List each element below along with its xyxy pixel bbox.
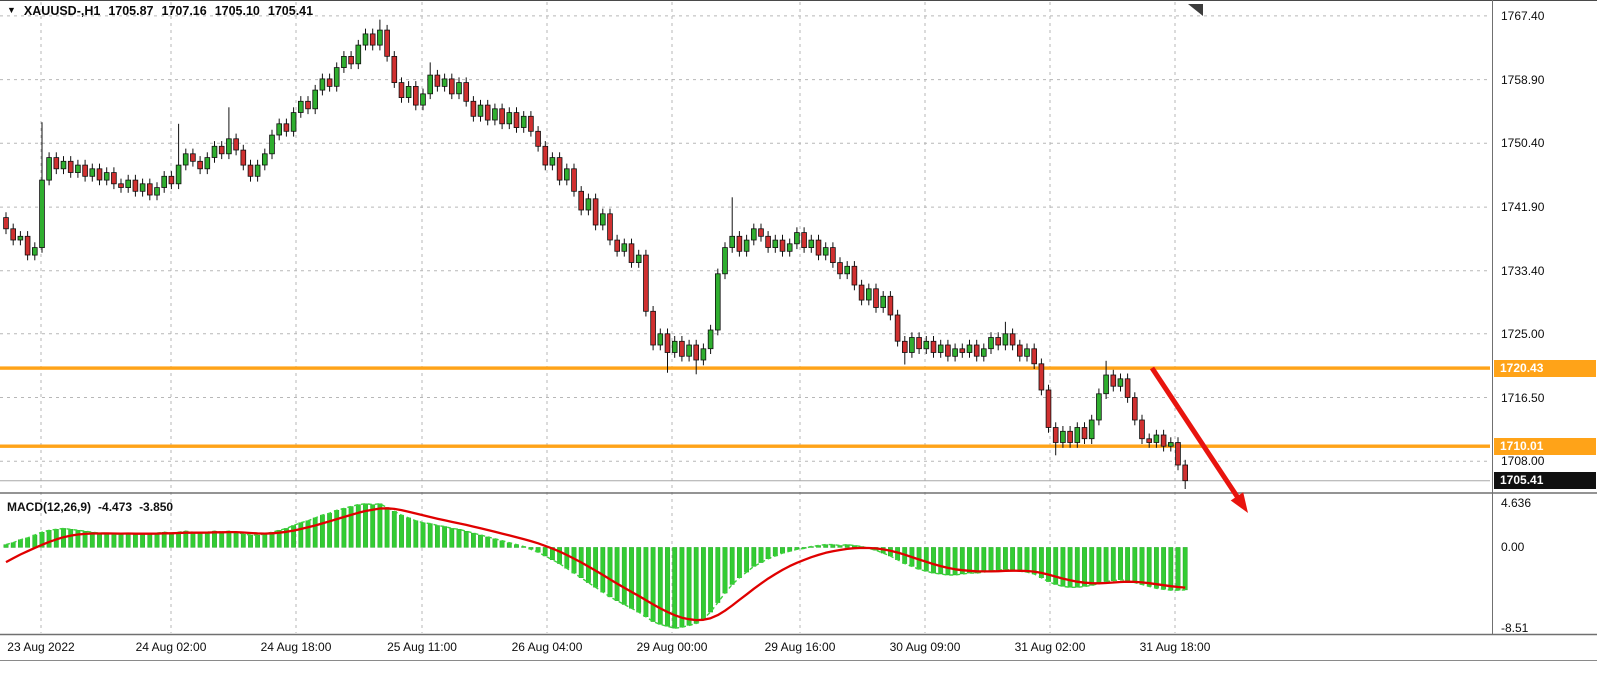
macd-line-dashed xyxy=(5,502,1186,629)
current-price-tag: 1705.41 xyxy=(1494,472,1596,490)
symbol-dropdown-icon[interactable]: ▼ xyxy=(7,5,16,15)
horizontal-level-line-1720.43[interactable] xyxy=(0,366,1490,370)
macd-info-bar: MACD(12,26,9) -4.473 -3.850 xyxy=(7,500,173,514)
macd-tick-label: -8.51 xyxy=(1501,621,1529,636)
macd-main-value: -4.473 xyxy=(98,500,133,514)
time-tick-label: 29 Aug 16:00 xyxy=(764,640,836,654)
macd-signal-value: -3.850 xyxy=(139,500,174,514)
time-tick-label: 24 Aug 18:00 xyxy=(260,640,332,654)
time-axis[interactable]: 23 Aug 2022 24 Aug 02:00 24 Aug 18:00 25 Au… xyxy=(0,636,1597,660)
quote-high: 1707.16 xyxy=(161,4,207,18)
time-tick-label: 31 Aug 18:00 xyxy=(1139,640,1211,654)
time-tick-label: 26 Aug 04:00 xyxy=(511,640,583,654)
price-tick-label: 1767.40 xyxy=(1501,8,1545,23)
price-axis[interactable]: 1767.40 1758.90 1750.40 1741.90 1733.40 1725.… xyxy=(1493,0,1597,660)
macd-tick-label: 0.00 xyxy=(1501,540,1525,555)
price-tick-label: 1708.00 xyxy=(1501,454,1545,469)
level-price-tag: 1720.43 xyxy=(1494,359,1596,377)
candlestick-series[interactable] xyxy=(3,19,1189,489)
price-tick-label: 1716.50 xyxy=(1501,390,1545,405)
quote-close: 1705.41 xyxy=(267,4,314,18)
macd-signal-line xyxy=(5,507,1186,622)
grid-layer xyxy=(0,2,1490,633)
trend-arrow[interactable] xyxy=(1149,366,1248,513)
symbol-title: XAUUSD-,H1 xyxy=(23,4,101,18)
pane-separators xyxy=(0,0,1597,661)
quote-open: 1705.87 xyxy=(108,4,154,18)
macd-tick-label: 4.636 xyxy=(1501,496,1532,511)
macd-histogram xyxy=(3,503,1188,629)
symbol-info-bar: ▼ XAUUSD-,H1 1705.87 1707.16 1705.10 170… xyxy=(7,4,313,18)
chart-shift-marker[interactable] xyxy=(1188,4,1203,16)
price-tick-label: 1741.90 xyxy=(1501,200,1545,215)
time-tick-label: 30 Aug 09:00 xyxy=(889,640,961,654)
quote-low: 1705.10 xyxy=(214,4,260,18)
time-tick-label: 29 Aug 00:00 xyxy=(636,640,708,654)
price-tick-label: 1758.90 xyxy=(1501,72,1545,87)
horizontal-level-line-1710.01[interactable] xyxy=(0,444,1490,448)
time-tick-label: 25 Aug 11:00 xyxy=(387,640,457,654)
price-tick-label: 1725.00 xyxy=(1501,326,1545,341)
level-price-tag: 1710.01 xyxy=(1494,437,1596,455)
time-tick-label: 31 Aug 02:00 xyxy=(1014,640,1086,654)
time-tick-label: 24 Aug 02:00 xyxy=(135,640,207,654)
time-tick-label: 23 Aug 2022 xyxy=(7,640,75,654)
price-tick-label: 1733.40 xyxy=(1501,263,1545,278)
price-tick-label: 1750.40 xyxy=(1501,136,1545,151)
macd-indicator-label: MACD(12,26,9) xyxy=(7,500,92,514)
